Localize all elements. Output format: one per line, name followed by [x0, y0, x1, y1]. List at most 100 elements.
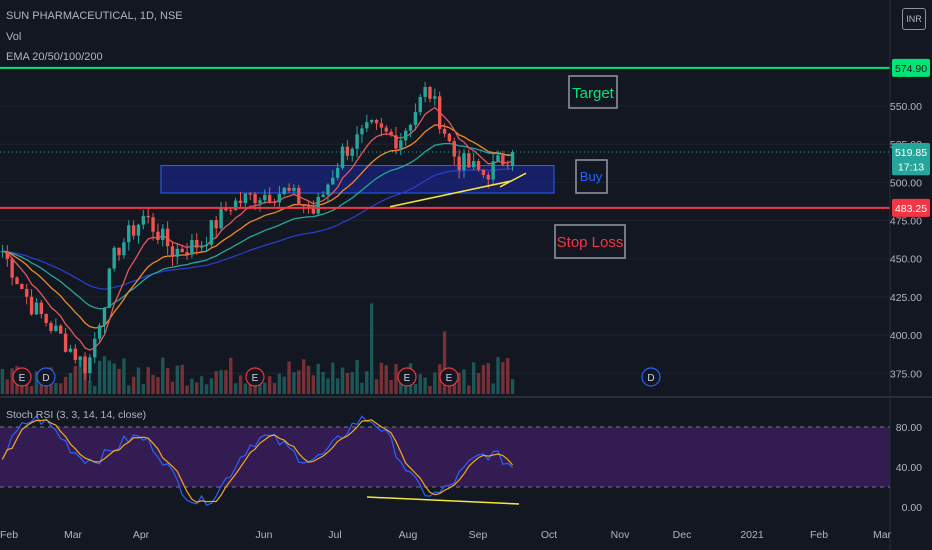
volume-bar: [68, 373, 73, 394]
candle-body: [335, 167, 340, 178]
volume-bar: [224, 370, 228, 394]
candle-body: [496, 155, 500, 162]
candle-body: [413, 112, 418, 125]
candle-body: [476, 161, 481, 170]
volume-bar: [316, 363, 320, 394]
volume-bar: [462, 369, 466, 394]
volume-bar: [394, 364, 398, 394]
candle-body: [131, 225, 136, 236]
candle-body: [219, 207, 223, 229]
candle-body: [233, 200, 238, 211]
candle-body: [102, 307, 107, 326]
volume-bar: [214, 371, 218, 394]
volume-bar: [44, 385, 48, 394]
volume-bar: [369, 303, 374, 394]
candle-body: [25, 288, 29, 297]
time-tick-label: Aug: [399, 529, 418, 541]
time-tick-label: Feb: [810, 529, 828, 541]
price-label-tag[interactable]: 17:13: [892, 157, 930, 176]
currency-badge[interactable]: INR: [902, 8, 926, 30]
candle-body: [263, 194, 267, 201]
candle-body: [467, 153, 471, 168]
buy-annotation[interactable]: Buy: [575, 159, 608, 194]
candle-body: [59, 325, 63, 334]
price-axis[interactable]: 550.00525.00500.00475.00450.00425.00400.…: [890, 58, 930, 380]
volume-bar: [413, 383, 418, 394]
candle-body: [214, 220, 218, 229]
price-label-tag[interactable]: 519.85: [892, 143, 930, 162]
price-label-tag[interactable]: 574.90: [892, 58, 930, 77]
candle-body: [379, 123, 384, 128]
volume-bar: [219, 370, 223, 394]
support-trendline[interactable]: [389, 180, 513, 208]
candle-body: [15, 277, 19, 285]
candle-body: [277, 194, 282, 203]
candle-body: [224, 207, 228, 211]
earnings-event-marker[interactable]: E: [245, 367, 265, 387]
candle-body: [472, 161, 476, 168]
candle-body: [272, 202, 277, 204]
stop-loss-label: Stop Loss: [557, 234, 624, 251]
candle-body: [384, 127, 388, 132]
volume-bar: [54, 383, 58, 394]
volume-bar: [88, 380, 92, 394]
candle-body: [73, 348, 78, 360]
candle-body: [423, 86, 427, 97]
candle-body: [122, 242, 126, 256]
volume-bar: [5, 379, 9, 394]
volume-bar: [190, 378, 194, 394]
volume-bar: [195, 382, 199, 394]
ema-20-line: [2, 106, 513, 351]
candle-body: [93, 338, 97, 358]
candle-body: [457, 156, 461, 170]
volume-bar: [481, 364, 486, 394]
candle-body: [117, 247, 121, 256]
price-tick-label: 375.00: [890, 368, 922, 380]
volume-bar: [467, 385, 471, 394]
candle-body: [355, 134, 359, 149]
dividend-event-marker[interactable]: D: [641, 367, 661, 387]
time-axis[interactable]: Feb Mar Apr Jun Jul Aug Sep Oct Nov Dec 2021 Feb Mar: [0, 529, 892, 541]
volume-legend[interactable]: Vol: [6, 31, 22, 43]
candle-body: [156, 231, 160, 241]
volume-bar: [107, 360, 112, 394]
symbol-title[interactable]: SUN PHARMACEUTICAL, 1D, NSE: [6, 10, 183, 22]
candle-body: [97, 325, 102, 339]
stop-loss-annotation[interactable]: Stop Loss: [554, 224, 626, 259]
volume-bar: [350, 372, 354, 394]
volume-bar: [418, 374, 422, 394]
dividend-event-marker[interactable]: D: [36, 367, 56, 387]
earnings-event-marker[interactable]: E: [397, 367, 417, 387]
svg-text:E: E: [252, 373, 259, 384]
ema-legend[interactable]: EMA 20/50/100/200: [6, 51, 103, 63]
volume-bar: [102, 356, 107, 394]
volume-bar: [180, 364, 184, 394]
volume-bar: [156, 377, 160, 394]
time-tick-label: 2021: [740, 529, 764, 541]
volume-bar: [165, 368, 170, 394]
earnings-event-marker[interactable]: E: [12, 367, 32, 387]
candle-body: [20, 284, 24, 289]
stoch-rsi-tick-label: 80.00: [896, 422, 922, 434]
candle-body: [141, 215, 146, 225]
volume-bar: [399, 382, 403, 394]
volume-bar: [301, 359, 306, 394]
volume-bar: [267, 376, 272, 394]
stoch-rsi-trendline[interactable]: [366, 496, 520, 505]
price-label-tag[interactable]: 483.25: [892, 198, 930, 217]
candle-body: [175, 248, 180, 257]
candle-body: [127, 225, 131, 243]
candle-body: [486, 174, 490, 180]
ema-200-line: [2, 168, 513, 290]
candle-body: [146, 215, 150, 218]
earnings-event-marker[interactable]: E: [439, 367, 459, 387]
volume-bar: [335, 378, 340, 394]
price-tick-label: 400.00: [890, 330, 922, 342]
candle-body: [44, 313, 48, 324]
target-annotation[interactable]: Target: [568, 75, 618, 109]
support-trendline-short[interactable]: [499, 172, 527, 188]
candle-body: [282, 187, 286, 195]
candle-body: [345, 146, 350, 156]
